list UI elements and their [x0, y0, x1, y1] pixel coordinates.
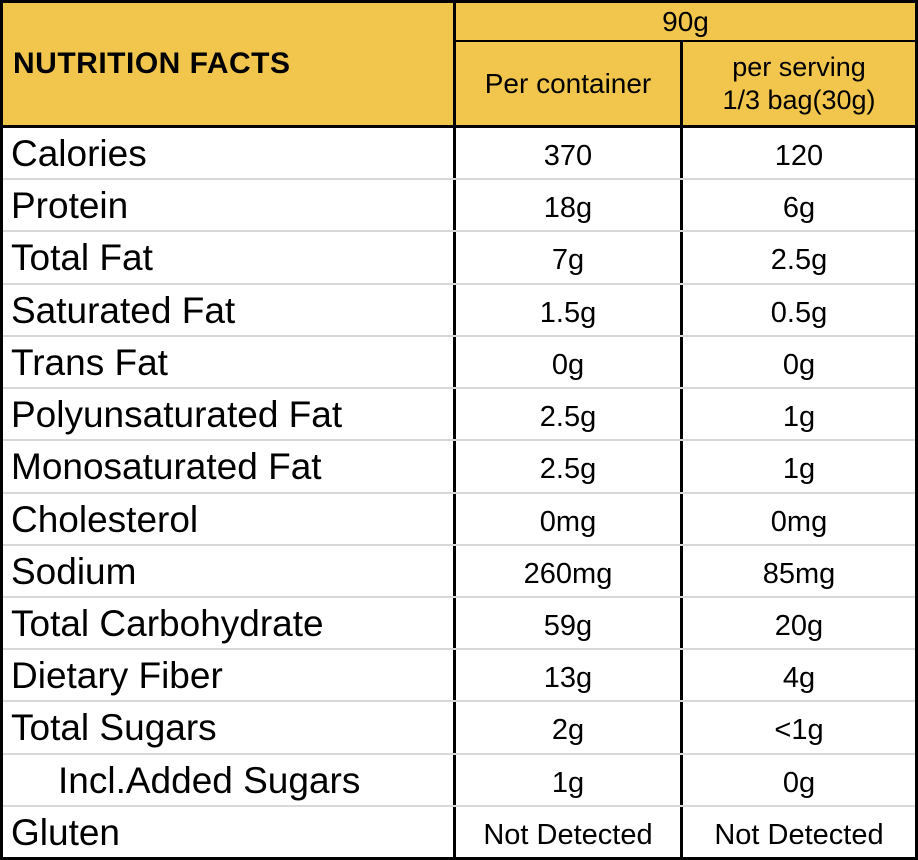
- table-row: Total Fat 7g 2.5g: [3, 230, 915, 283]
- table-row: Monosaturated Fat 2.5g 1g: [3, 439, 915, 492]
- row-label: Sodium: [3, 545, 456, 596]
- per-serving-value: 0g: [782, 766, 816, 799]
- per-container-value: 2.5g: [456, 389, 683, 440]
- table-row: Incl.Added Sugars 1g 0g: [3, 752, 915, 805]
- row-label: Total Fat: [3, 232, 456, 283]
- per-serving-value: 0g: [782, 348, 816, 381]
- row-label: Total Carbohydrate: [3, 597, 456, 649]
- table-row: Saturated Fat 1.5g 0.5g: [3, 282, 915, 335]
- per-container-value: 1.5g: [456, 284, 683, 335]
- per-serving-value: 2.5g: [770, 244, 828, 277]
- per-serving-value: 0mg: [770, 505, 828, 538]
- per-container-header: Per container: [456, 42, 683, 125]
- table-row: Sodium 260mg 85mg: [3, 543, 915, 596]
- per-container-value: 13g: [456, 650, 683, 701]
- table-body: Calories 370 120 Protein 18g 6g Total Fa…: [3, 128, 915, 858]
- table-header: NUTRITION FACTS 90g Per container per se…: [3, 3, 915, 128]
- row-label: Calories: [3, 128, 456, 179]
- per-serving-value: 0.5g: [770, 296, 828, 329]
- per-serving-header-line1: per serving: [732, 51, 866, 82]
- per-serving-value: 20g: [774, 609, 824, 642]
- per-container-value: 59g: [456, 597, 683, 649]
- per-container-value: 260mg: [456, 545, 683, 596]
- per-serving-value: <1g: [774, 714, 824, 747]
- per-container-value: 0g: [456, 336, 683, 388]
- row-label: Dietary Fiber: [3, 650, 456, 701]
- per-serving-value: 120: [774, 140, 824, 172]
- per-serving-value: Not Detected: [714, 818, 884, 851]
- per-container-value: Not Detected: [456, 806, 683, 858]
- per-serving-header-line2: 1/3 bag(30g): [722, 84, 876, 115]
- per-container-value: 370: [456, 128, 683, 179]
- per-serving-value: 85mg: [762, 557, 836, 590]
- table-row: Total Carbohydrate 59g 20g: [3, 595, 915, 649]
- per-container-value: 0mg: [456, 493, 683, 544]
- per-serving-value: 1g: [782, 401, 816, 434]
- per-container-value: 1g: [456, 754, 683, 805]
- per-container-value: 2g: [456, 702, 683, 753]
- table-row: Calories 370 120: [3, 128, 915, 179]
- row-label: Monosaturated Fat: [3, 441, 456, 492]
- total-weight-header: 90g: [456, 3, 915, 42]
- row-label: Protein: [3, 180, 456, 231]
- table-row: Total Sugars 2g <1g: [3, 700, 915, 753]
- row-label: Total Sugars: [3, 702, 456, 753]
- per-serving-value: 6g: [782, 192, 816, 225]
- column-headers: Per container per serving 1/3 bag(30g): [456, 42, 915, 125]
- per-container-value: 2.5g: [456, 441, 683, 492]
- row-label: Trans Fat: [3, 336, 456, 388]
- per-serving-header: per serving 1/3 bag(30g): [683, 42, 915, 125]
- per-serving-value: 4g: [782, 662, 816, 695]
- table-row: Cholesterol 0mg 0mg: [3, 491, 915, 544]
- table-row: Dietary Fiber 13g 4g: [3, 648, 915, 701]
- row-label: Gluten: [3, 806, 456, 858]
- row-label: Saturated Fat: [3, 284, 456, 335]
- nutrition-facts-title: NUTRITION FACTS: [3, 3, 456, 125]
- table-row: Protein 18g 6g: [3, 178, 915, 231]
- per-serving-value: 1g: [782, 453, 816, 486]
- row-label: Cholesterol: [3, 493, 456, 544]
- table-row: Gluten Not Detected Not Detected: [3, 804, 915, 858]
- header-right-section: 90g Per container per serving 1/3 bag(30…: [456, 3, 915, 125]
- table-row: Trans Fat 0g 0g: [3, 334, 915, 388]
- table-row: Polyunsaturated Fat 2.5g 1g: [3, 387, 915, 440]
- row-label: Incl.Added Sugars: [3, 754, 456, 805]
- row-label: Polyunsaturated Fat: [3, 389, 456, 440]
- per-container-value: 7g: [456, 232, 683, 283]
- per-container-value: 18g: [456, 180, 683, 231]
